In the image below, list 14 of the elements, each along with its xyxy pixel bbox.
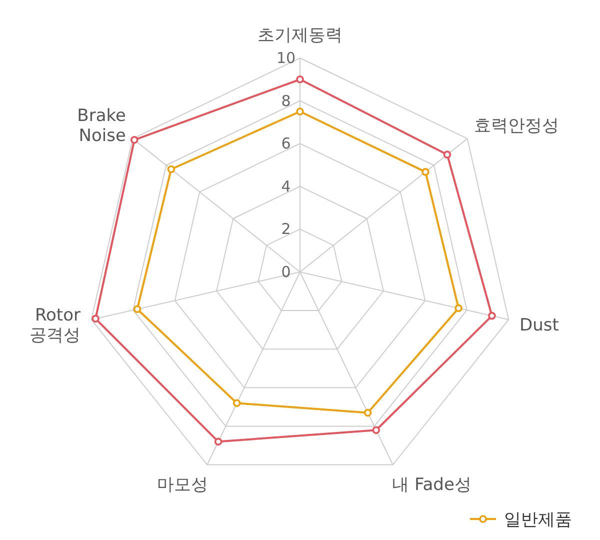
spoke-label: 효력안정성 [474, 116, 560, 136]
spoke-label: Brake Noise [77, 106, 126, 146]
spoke-label: 마모성 [156, 475, 208, 496]
y-tick-label: 4 [281, 177, 291, 196]
y-tick-label: 6 [281, 134, 291, 153]
y-tick-label: 0 [281, 263, 291, 281]
y-tick-label: 8 [281, 92, 291, 110]
legend-label: 일반제품 [504, 510, 572, 530]
spoke-label: 초기제동력 [258, 26, 342, 46]
y-tick-label: 2 [281, 220, 291, 238]
spoke-label: Rotor 공격성 [30, 305, 80, 346]
spoke-label: Dust [520, 315, 560, 336]
spoke-label: 내 Fade성 [392, 475, 472, 496]
y-tick-label: 10 [276, 49, 296, 67]
